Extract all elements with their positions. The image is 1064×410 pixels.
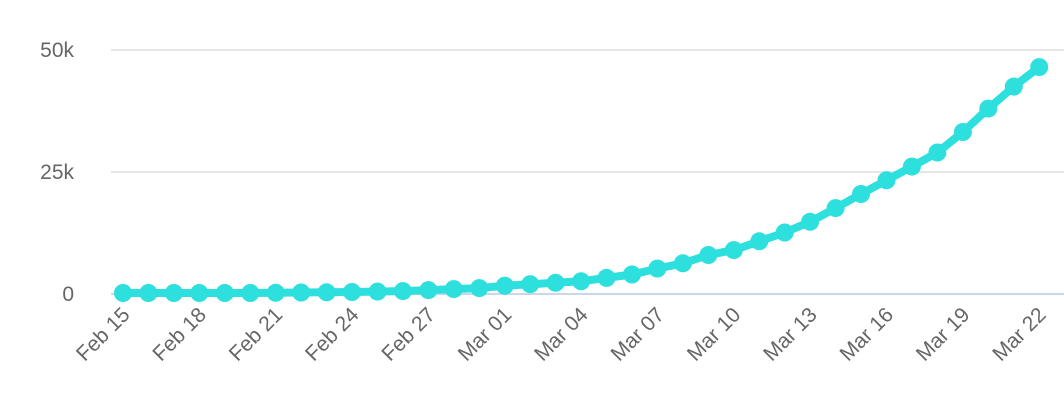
data-point[interactable] [368, 282, 387, 301]
data-point[interactable] [495, 276, 514, 295]
data-point[interactable] [979, 99, 998, 118]
data-point[interactable] [393, 282, 412, 301]
data-point[interactable] [1004, 77, 1023, 96]
data-point[interactable] [623, 265, 641, 284]
x-tick-label: Feb 18 [148, 303, 211, 366]
x-tick-label: Feb 21 [225, 303, 288, 366]
data-point[interactable] [673, 254, 692, 273]
data-point[interactable] [775, 223, 794, 242]
data-point[interactable] [1030, 58, 1049, 77]
data-point[interactable] [241, 284, 260, 302]
x-tick-label: Mar 07 [607, 303, 669, 365]
x-axis-labels: Feb 15 Feb 18 Feb 21 Feb 24 Feb 27 Mar 01 Mar … [72, 303, 1051, 366]
data-point[interactable] [317, 283, 336, 302]
gridlines [111, 49, 1064, 295]
x-tick-label: Mar 22 [988, 303, 1050, 365]
data-point[interactable] [801, 212, 820, 231]
data-point[interactable] [521, 275, 540, 294]
x-tick-label: Mar 16 [836, 303, 898, 365]
data-point[interactable] [928, 143, 947, 162]
data-point[interactable] [215, 284, 234, 302]
x-tick-label: Feb 27 [377, 303, 440, 366]
data-point[interactable] [266, 283, 285, 302]
data-point[interactable] [877, 171, 896, 190]
data-point[interactable] [852, 185, 870, 203]
data-point[interactable] [572, 272, 591, 291]
series-line [119, 63, 1044, 297]
y-tick-label: 25k [40, 161, 74, 184]
x-tick-label: Mar 10 [683, 303, 745, 365]
data-point[interactable] [139, 284, 158, 302]
data-point[interactable] [902, 157, 921, 176]
data-point[interactable] [114, 284, 132, 302]
data-point[interactable] [597, 268, 616, 287]
data-point[interactable] [826, 199, 845, 218]
data-point[interactable] [750, 232, 769, 251]
x-tick-label: Mar 01 [454, 303, 516, 365]
x-tick-label: Mar 19 [912, 303, 974, 365]
data-point[interactable] [292, 283, 311, 302]
y-tick-label: 50k [40, 39, 74, 62]
data-point[interactable] [648, 259, 667, 278]
data-point[interactable] [190, 284, 209, 302]
data-point[interactable] [724, 241, 743, 260]
data-point[interactable] [953, 123, 972, 141]
data-point[interactable] [470, 279, 489, 298]
data-point[interactable] [419, 281, 438, 300]
series-layer [114, 58, 1049, 302]
x-tick-label: Feb 15 [72, 303, 135, 366]
x-tick-label: Mar 13 [759, 303, 821, 365]
x-tick-label: Mar 04 [530, 303, 593, 366]
y-tick-label: 0 [62, 283, 74, 306]
y-axis-labels: 0 25k 50k [40, 39, 74, 306]
data-point[interactable] [444, 280, 463, 299]
data-point[interactable] [699, 246, 718, 264]
data-point[interactable] [343, 283, 361, 301]
data-point[interactable] [164, 284, 183, 302]
data-point[interactable] [546, 273, 565, 292]
x-tick-label: Feb 24 [301, 303, 364, 366]
